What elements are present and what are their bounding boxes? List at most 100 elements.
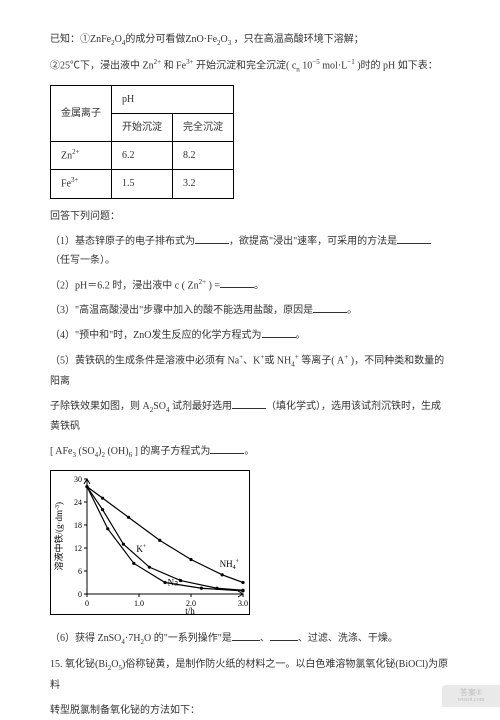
- txt: （4）"预中和"时，ZnO发生反应的化学方程式为: [50, 330, 262, 341]
- prompt: 回答下列问题：: [50, 207, 450, 226]
- txt: （3）"高温高酸浸出"步骤中加入的酸不能选用盐酸，原因是: [50, 305, 313, 316]
- ion-cell: Zn2+: [51, 141, 112, 169]
- blank: [210, 445, 244, 454]
- question-3: （3）"高温高酸浸出"步骤中加入的酸不能选用盐酸，原因是 。: [50, 301, 450, 320]
- svg-text:0: 0: [78, 590, 82, 599]
- svg-text:24: 24: [74, 498, 82, 507]
- txt: 开始沉淀和完全沉淀( c: [194, 61, 297, 72]
- svg-text:18: 18: [74, 521, 82, 530]
- question-15-line1: 15. 氧化铋(Bi2O5)俗称铋黄，是制作防火纸的材料之一。以白色难溶物氯氧化…: [50, 655, 450, 694]
- question-5-line1: （5）黄铁矾的生成条件是溶液中必须有 Na+、K+或 NH4+ 等离子( A+ …: [50, 351, 450, 391]
- table-subheader-start: 开始沉淀: [112, 113, 173, 141]
- txt: ] 的离子方程式为: [132, 446, 210, 457]
- txt: 的成分可看做ZnO·Fe: [125, 34, 217, 45]
- txt: 15. 氧化铋(Bi: [50, 659, 108, 670]
- table-row: Zn2+ 6.2 8.2: [51, 141, 234, 169]
- sup: −1: [347, 58, 354, 66]
- ion-cell: Fe3+: [51, 170, 112, 198]
- watermark-line: wuxot.com: [458, 697, 485, 703]
- sup: 2+: [154, 58, 161, 66]
- val-cell: 3.2: [173, 170, 234, 198]
- txt: ，只在高温高酸环境下溶解；: [231, 34, 364, 45]
- question-5-formula: [ AFe3 (SO4)2 (OH)6 ] 的离子方程式为。: [50, 442, 450, 462]
- txt: ②25℃下，浸出液中 Zn: [50, 61, 154, 72]
- blank: [397, 235, 431, 244]
- blank: [220, 279, 254, 288]
- txt: 、K: [243, 355, 260, 366]
- txt: ) =: [206, 280, 220, 291]
- svg-text:Na+: Na+: [168, 578, 183, 588]
- val-cell: 6.2: [112, 141, 173, 169]
- txt: 。: [347, 305, 357, 316]
- sup: 2+: [199, 278, 206, 286]
- txt: （任写一条）。: [50, 255, 115, 266]
- blank: [232, 632, 260, 641]
- svg-text:3.0: 3.0: [238, 599, 248, 608]
- blank: [232, 400, 266, 409]
- svg-text:30: 30: [74, 475, 82, 484]
- intro-line-2: ②25℃下，浸出液中 Zn2+ 和 Fe3+ 开始沉淀和完全沉淀( cn 10−…: [50, 56, 450, 77]
- txt: Zn: [61, 150, 72, 161]
- val-cell: 8.2: [173, 141, 234, 169]
- txt: 。: [296, 330, 306, 341]
- txt: ，欲提高"浸出"速率，可采用的方法是: [229, 236, 397, 247]
- txt: SO: [153, 401, 166, 412]
- txt: 等离子( A: [299, 355, 345, 366]
- txt: （2）pH＝6.2 时，浸出液中 c ( Zn: [50, 280, 199, 291]
- txt: O: [111, 659, 118, 670]
- txt: (SO: [76, 446, 95, 457]
- svg-text:6: 6: [78, 567, 82, 576]
- txt: Fe: [61, 179, 71, 190]
- svg-text:0: 0: [85, 599, 89, 608]
- question-5-line2: 子除铁效果如图，则 A2SO4 试剂最好选用（填化学式），选用该试剂沉铁时，生成…: [50, 397, 450, 436]
- svg-text:K+: K+: [136, 544, 147, 554]
- sup: −5: [312, 58, 319, 66]
- txt: 。: [254, 280, 264, 291]
- txt: O 的"一系列操作"是: [144, 633, 232, 644]
- txt: （6）获得 ZnSO: [50, 633, 121, 644]
- svg-text:12: 12: [74, 544, 82, 553]
- table-header-ph: pH: [112, 85, 234, 113]
- question-15-line2: 转型脱氯制备氧化铋的方法如下：: [50, 701, 450, 720]
- txt: 或 NH: [264, 355, 291, 366]
- txt: ·7H: [125, 633, 141, 644]
- watermark: 答案® wuxot.com: [442, 685, 500, 707]
- ion-ph-table: 金属离子 pH 开始沉淀 完全沉淀 Zn2+ 6.2 8.2 Fe3+ 1.5 …: [50, 85, 234, 199]
- watermark-line: 答案®: [460, 689, 482, 697]
- txt: 和 Fe: [161, 61, 186, 72]
- table-header-ion: 金属离子: [51, 85, 112, 141]
- table-row: Fe3+ 1.5 3.2: [51, 170, 234, 198]
- question-6: （6）获得 ZnSO4·7H2O 的"一系列操作"是、、过滤、洗涤、干燥。: [50, 629, 450, 649]
- sup: 3+: [186, 58, 193, 66]
- svg-text:1.0: 1.0: [134, 599, 144, 608]
- txt: 。: [244, 446, 254, 457]
- sup: 2+: [72, 148, 79, 156]
- txt: 、过滤、洗涤、干燥。: [298, 633, 398, 644]
- txt: （5）黄铁矾的生成条件是溶液中必须有 Na: [50, 355, 239, 366]
- txt: O: [115, 34, 122, 45]
- blank: [313, 304, 347, 313]
- blank: [195, 235, 229, 244]
- blank: [262, 329, 296, 338]
- val-cell: 1.5: [112, 170, 173, 198]
- svg-text:溶液中铁/(g·dm-3): 溶液中铁/(g·dm-3): [53, 502, 64, 571]
- txt: （1）基态锌原子的电子排布式为: [50, 236, 195, 247]
- svg-text:t/h: t/h: [185, 606, 195, 616]
- txt: (OH): [105, 446, 129, 457]
- iron-removal-chart: 061218243001.02.03.0K+Na+NH4+t/h溶液中铁/(g·…: [50, 470, 250, 615]
- sub: 4: [291, 360, 295, 368]
- txt: 子除铁效果如图，则 A: [50, 401, 150, 412]
- question-2: （2）pH＝6.2 时，浸出液中 c ( Zn2+ ) = 。: [50, 276, 450, 295]
- chart-svg: 061218243001.02.03.0K+Na+NH4+t/h溶液中铁/(g·…: [51, 471, 251, 616]
- txt: 10: [300, 61, 313, 72]
- blank: [270, 632, 298, 641]
- svg-text:NH4+: NH4+: [220, 559, 240, 571]
- sup: 3+: [71, 176, 78, 184]
- txt: mol·L: [320, 61, 348, 72]
- table-subheader-full: 完全沉淀: [173, 113, 234, 141]
- question-1: （1）基态锌原子的电子排布式为 ，欲提高"浸出"速率，可采用的方法是 （任写一条）。: [50, 232, 450, 270]
- txt: 试剂最好选用: [170, 401, 233, 412]
- txt: [ AFe: [50, 446, 73, 457]
- intro-line-1: 已知：①ZnFe2O4的成分可看做ZnO·Fe2O3 ，只在高温高酸环境下溶解；: [50, 30, 450, 50]
- question-4: （4）"预中和"时，ZnO发生反应的化学方程式为 。: [50, 326, 450, 345]
